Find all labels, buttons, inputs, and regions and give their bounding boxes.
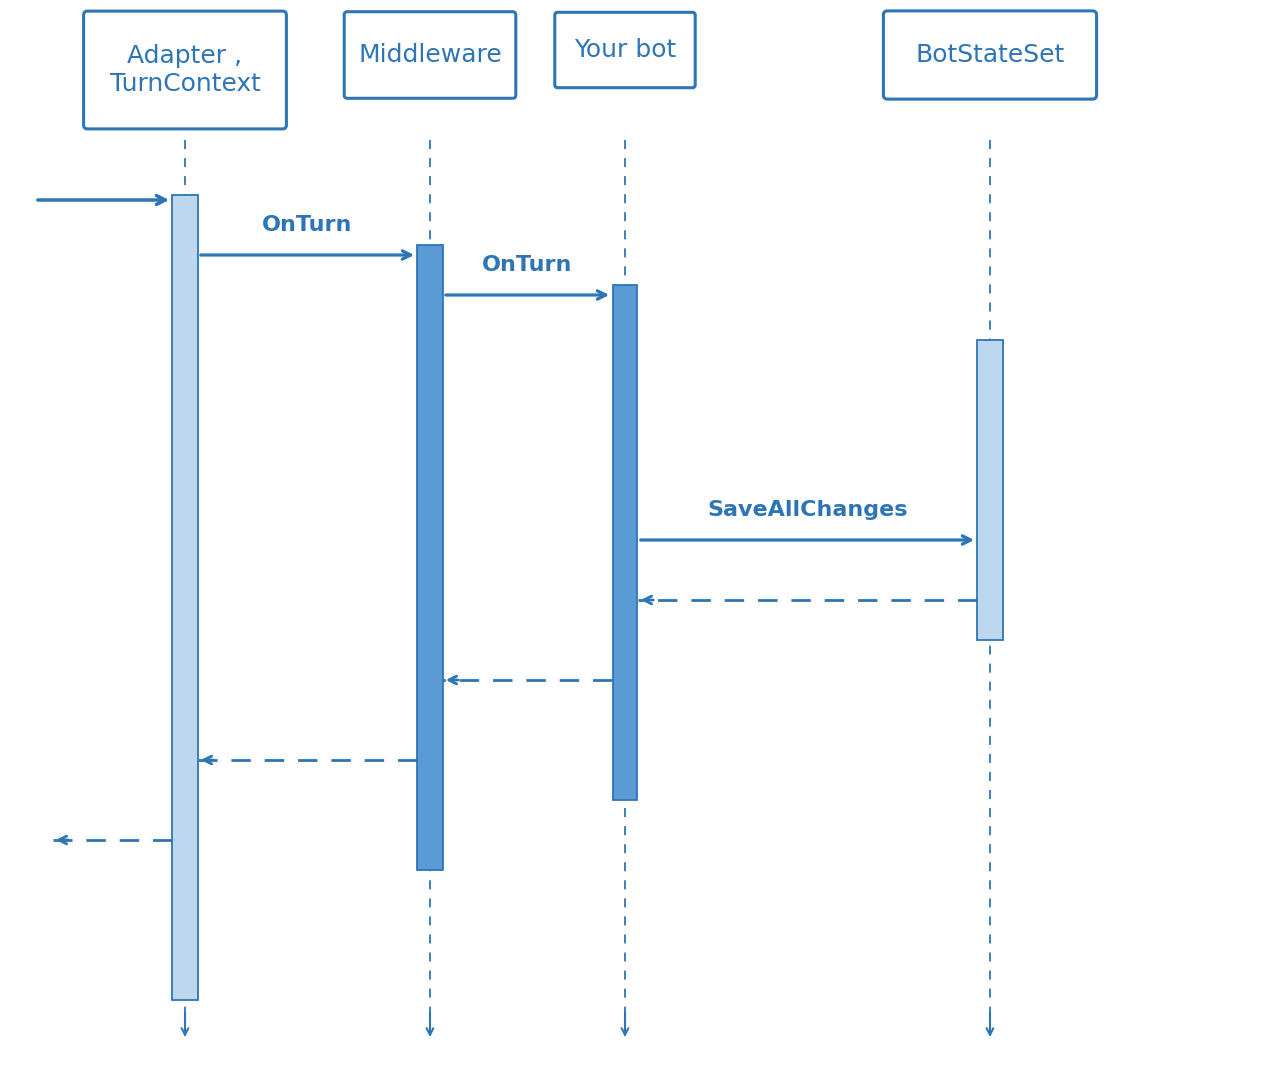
Text: OnTurn: OnTurn [262,215,353,235]
FancyBboxPatch shape [83,11,287,129]
Bar [613,284,637,800]
FancyBboxPatch shape [554,12,695,87]
Bar [977,340,1004,640]
Bar [172,195,198,1000]
Text: OnTurn: OnTurn [483,255,572,275]
FancyBboxPatch shape [344,12,516,98]
Text: Middleware: Middleware [358,43,502,66]
Text: SaveAllChanges: SaveAllChanges [708,500,908,520]
Text: Adapter ,
TurnContext: Adapter , TurnContext [110,44,260,96]
Text: Your bot: Your bot [573,38,676,62]
FancyBboxPatch shape [883,11,1097,99]
Bar [417,245,443,870]
Text: BotStateSet: BotStateSet [915,43,1065,66]
